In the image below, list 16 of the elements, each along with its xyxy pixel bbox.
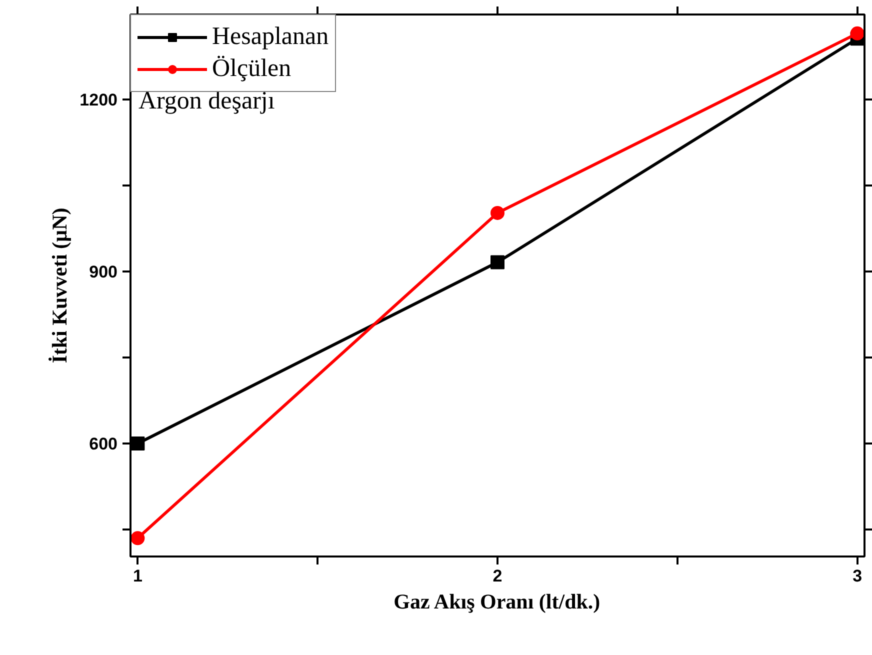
x-tick-label: 3 xyxy=(852,566,862,586)
legend-label: Hesaplanan xyxy=(212,22,329,52)
y-tick-label: 1200 xyxy=(80,90,118,110)
point xyxy=(130,531,145,546)
annotation: Argon deşarjı xyxy=(138,88,275,114)
point xyxy=(490,206,504,220)
y-tick-label: 600 xyxy=(89,434,118,454)
y-tick-label: 900 xyxy=(89,262,118,282)
point xyxy=(850,26,864,40)
legend-label: Ölçülen xyxy=(212,54,292,84)
x-tick-label: 2 xyxy=(492,566,502,586)
y-axis-title: İtki Kuvveti (µN) xyxy=(48,208,72,364)
x-axis-title: Gaz Akış Oranı (lt/dk.) xyxy=(394,590,600,614)
point xyxy=(130,436,145,451)
point xyxy=(490,255,504,270)
x-tick-label: 1 xyxy=(132,566,142,586)
